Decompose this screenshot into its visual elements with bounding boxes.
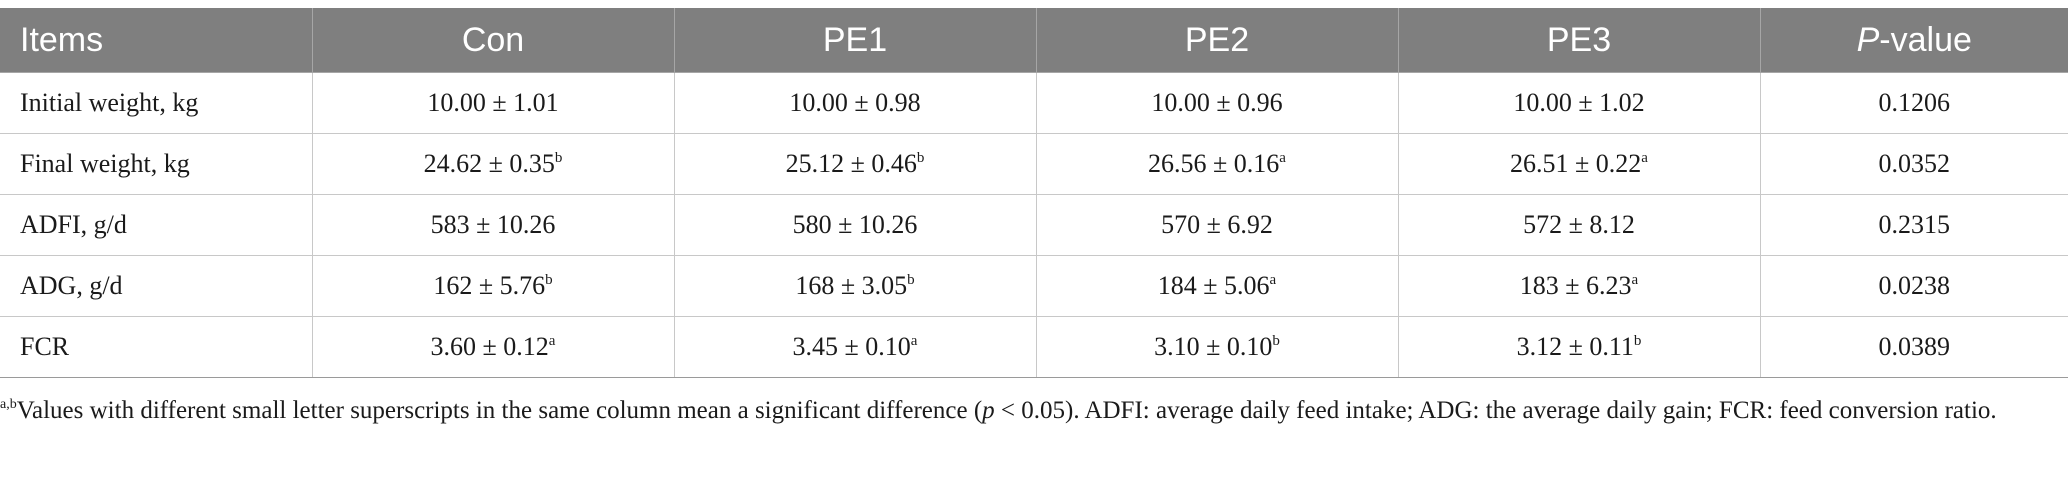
header-con: Con	[312, 8, 675, 73]
cell-pe1: 168 ± 3.05b	[674, 255, 1037, 317]
cell-superscript: a	[548, 333, 556, 349]
row-item-label: ADG, g/d	[0, 255, 313, 317]
table-row: ADFI, g/d 583 ± 10.26 580 ± 10.26 570 ± 6.9…	[0, 194, 2068, 256]
cell-superscript: a	[1269, 272, 1277, 288]
cell-pvalue: 0.0352	[1760, 133, 2068, 195]
cell-pe2: 3.10 ± 0.10b	[1036, 316, 1399, 378]
table-row: Final weight, kg 24.62 ± 0.35b 25.12 ± 0.4…	[0, 133, 2068, 195]
cell-pe3: 572 ± 8.12	[1398, 194, 1761, 256]
row-item-label: ADFI, g/d	[0, 194, 313, 256]
cell-con: 583 ± 10.26	[312, 194, 675, 256]
cell-pvalue: 0.1206	[1760, 72, 2068, 134]
cell-value: 183 ± 6.23	[1519, 271, 1632, 300]
header-pe1: PE1	[674, 8, 1037, 73]
footnote-text-after: < 0.05). ADFI: average daily feed intake…	[994, 397, 1997, 424]
row-item-label: Initial weight, kg	[0, 72, 313, 134]
cell-pvalue: 0.0238	[1760, 255, 2068, 317]
table-footnote: a,bValues with different small letter su…	[0, 392, 2060, 430]
cell-superscript: b	[545, 272, 553, 288]
cell-value: 3.45 ± 0.10	[792, 332, 911, 361]
cell-value: 162 ± 5.76	[433, 271, 546, 300]
cell-value: 168 ± 3.05	[795, 271, 908, 300]
cell-value: 25.12 ± 0.46	[785, 149, 917, 178]
cell-pe1: 3.45 ± 0.10a	[674, 316, 1037, 378]
cell-pe2: 10.00 ± 0.96	[1036, 72, 1399, 134]
cell-value: 10.00 ± 0.98	[789, 88, 921, 117]
cell-value: 572 ± 8.12	[1523, 210, 1635, 239]
cell-pe3: 3.12 ± 0.11b	[1398, 316, 1761, 378]
cell-value: 26.51 ± 0.22	[1510, 149, 1642, 178]
cell-value: 10.00 ± 1.01	[427, 88, 559, 117]
cell-value: 24.62 ± 0.35	[423, 149, 555, 178]
header-pvalue-rest: -value	[1879, 20, 1972, 59]
cell-pe2: 570 ± 6.92	[1036, 194, 1399, 256]
cell-value: 3.12 ± 0.11	[1516, 332, 1634, 361]
cell-pvalue: 0.0389	[1760, 316, 2068, 378]
cell-con: 162 ± 5.76b	[312, 255, 675, 317]
table-row: Initial weight, kg 10.00 ± 1.01 10.00 ± 0.…	[0, 72, 2068, 134]
cell-pe3: 10.00 ± 1.02	[1398, 72, 1761, 134]
cell-superscript: a	[910, 333, 918, 349]
cell-pe2: 184 ± 5.06a	[1036, 255, 1399, 317]
table-row: ADG, g/d 162 ± 5.76b 168 ± 3.05b 184 ± 5.06…	[0, 255, 2068, 317]
cell-value: 3.10 ± 0.10	[1154, 332, 1273, 361]
cell-superscript: a	[1641, 150, 1648, 166]
footnote-p-symbol: p	[982, 397, 995, 424]
cell-pe1: 580 ± 10.26	[674, 194, 1037, 256]
header-pvalue-italic: P	[1856, 20, 1880, 59]
table-header: Items Con PE1 PE2 PE3 P-value	[0, 8, 2068, 73]
row-item-label: Final weight, kg	[0, 133, 313, 195]
cell-value: 10.00 ± 0.96	[1151, 88, 1283, 117]
cell-con: 10.00 ± 1.01	[312, 72, 675, 134]
header-pe3: PE3	[1398, 8, 1761, 73]
header-pe2: PE2	[1036, 8, 1399, 73]
row-item-label: FCR	[0, 316, 313, 378]
footnote-text-before: Values with different small letter super…	[16, 397, 983, 424]
cell-value: 184 ± 5.06	[1157, 271, 1270, 300]
footnote-superscript: a,b	[0, 397, 17, 412]
header-pvalue: P-value	[1760, 8, 2068, 73]
table-row: FCR 3.60 ± 0.12a 3.45 ± 0.10a 3.10 ± 0.10b 3…	[0, 316, 2068, 378]
cell-con: 3.60 ± 0.12a	[312, 316, 675, 378]
cell-value: 583 ± 10.26	[430, 210, 556, 239]
cell-superscript: b	[554, 150, 563, 166]
cell-value: 10.00 ± 1.02	[1513, 88, 1645, 117]
header-row: Items Con PE1 PE2 PE3 P-value	[0, 8, 2068, 73]
cell-value: 580 ± 10.26	[792, 210, 918, 239]
cell-superscript: a	[1631, 272, 1639, 288]
cell-con: 24.62 ± 0.35b	[312, 133, 675, 195]
results-table-container: Items Con PE1 PE2 PE3 P-value Initial we…	[0, 8, 2068, 378]
header-items: Items	[0, 8, 313, 73]
cell-pe1: 10.00 ± 0.98	[674, 72, 1037, 134]
cell-superscript: b	[1272, 333, 1280, 349]
cell-pe3: 183 ± 6.23a	[1398, 255, 1761, 317]
table-body: Initial weight, kg 10.00 ± 1.01 10.00 ± 0.…	[0, 72, 2068, 378]
cell-pe2: 26.56 ± 0.16a	[1036, 133, 1399, 195]
cell-superscript: a	[1279, 150, 1286, 166]
cell-superscript: b	[916, 150, 925, 166]
cell-value: 570 ± 6.92	[1161, 210, 1273, 239]
results-table: Items Con PE1 PE2 PE3 P-value Initial we…	[0, 8, 2068, 378]
cell-pe3: 26.51 ± 0.22a	[1398, 133, 1761, 195]
cell-pe1: 25.12 ± 0.46b	[674, 133, 1037, 195]
cell-superscript: b	[907, 272, 915, 288]
cell-superscript: b	[1633, 333, 1642, 349]
cell-value: 26.56 ± 0.16	[1148, 149, 1280, 178]
cell-pvalue: 0.2315	[1760, 194, 2068, 256]
cell-value: 3.60 ± 0.12	[430, 332, 549, 361]
